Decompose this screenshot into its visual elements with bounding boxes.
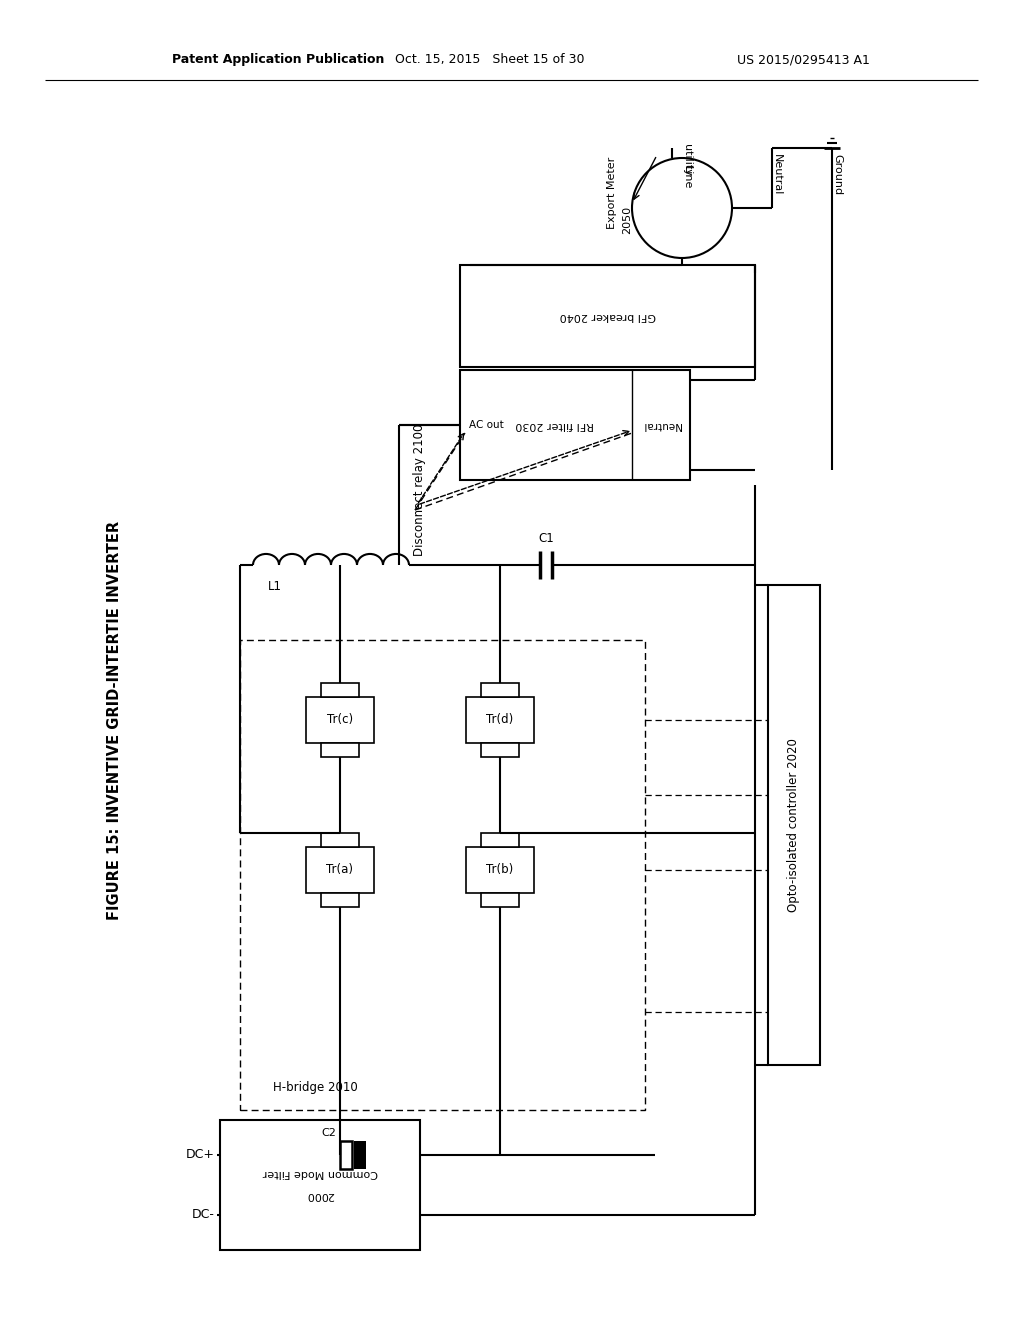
Text: utility: utility [682,144,692,176]
Text: RFI filter 2030: RFI filter 2030 [516,420,594,430]
Bar [768,585,820,1065]
Text: AC out: AC out [469,420,504,430]
Text: Ground: Ground [831,154,842,195]
Bar [481,894,519,907]
Text: Export Meter: Export Meter [607,157,617,230]
Circle shape [632,158,732,257]
Bar [466,697,534,743]
Text: FIGURE 15: INVENTIVE GRID-INTERTIE INVERTER: FIGURE 15: INVENTIVE GRID-INTERTIE INVER… [108,520,123,920]
Text: Tr(d): Tr(d) [486,714,514,726]
Bar [321,743,359,756]
Bar [460,370,690,480]
Text: Disconnect relay 2100: Disconnect relay 2100 [414,424,427,556]
Text: DC-: DC- [193,1209,215,1221]
Text: Neutral: Neutral [772,154,782,195]
Bar [306,697,374,743]
Text: L1: L1 [268,581,282,594]
Text: H-bridge 2010: H-bridge 2010 [272,1081,357,1094]
Text: C1: C1 [539,532,554,545]
Text: Patent Application Publication: Patent Application Publication [172,54,384,66]
Bar [240,640,645,1110]
Text: Tr(c): Tr(c) [327,714,353,726]
Bar [354,1140,366,1170]
Text: Common Mode Filter: Common Mode Filter [262,1168,378,1177]
Bar [460,265,755,367]
Text: Neutral: Neutral [643,420,681,430]
Bar [321,894,359,907]
Text: C2: C2 [322,1129,336,1138]
Bar [340,1140,352,1170]
Text: Tr(a): Tr(a) [327,863,353,876]
Text: Oct. 15, 2015   Sheet 15 of 30: Oct. 15, 2015 Sheet 15 of 30 [395,54,585,66]
Bar [481,743,519,756]
Bar [466,847,534,894]
Bar [220,1119,420,1250]
Text: DC+: DC+ [186,1148,215,1162]
Text: US 2015/0295413 A1: US 2015/0295413 A1 [737,54,870,66]
Text: 2050: 2050 [622,206,632,234]
Text: 2000: 2000 [306,1191,334,1200]
Text: Tr(b): Tr(b) [486,863,514,876]
Bar [481,682,519,697]
Bar [306,847,374,894]
Bar [321,833,359,847]
Text: Opto-isolated controller 2020: Opto-isolated controller 2020 [787,738,801,912]
Text: GFI breaker 2040: GFI breaker 2040 [559,312,655,321]
Bar [481,833,519,847]
Text: Line: Line [682,166,692,190]
Bar [321,682,359,697]
